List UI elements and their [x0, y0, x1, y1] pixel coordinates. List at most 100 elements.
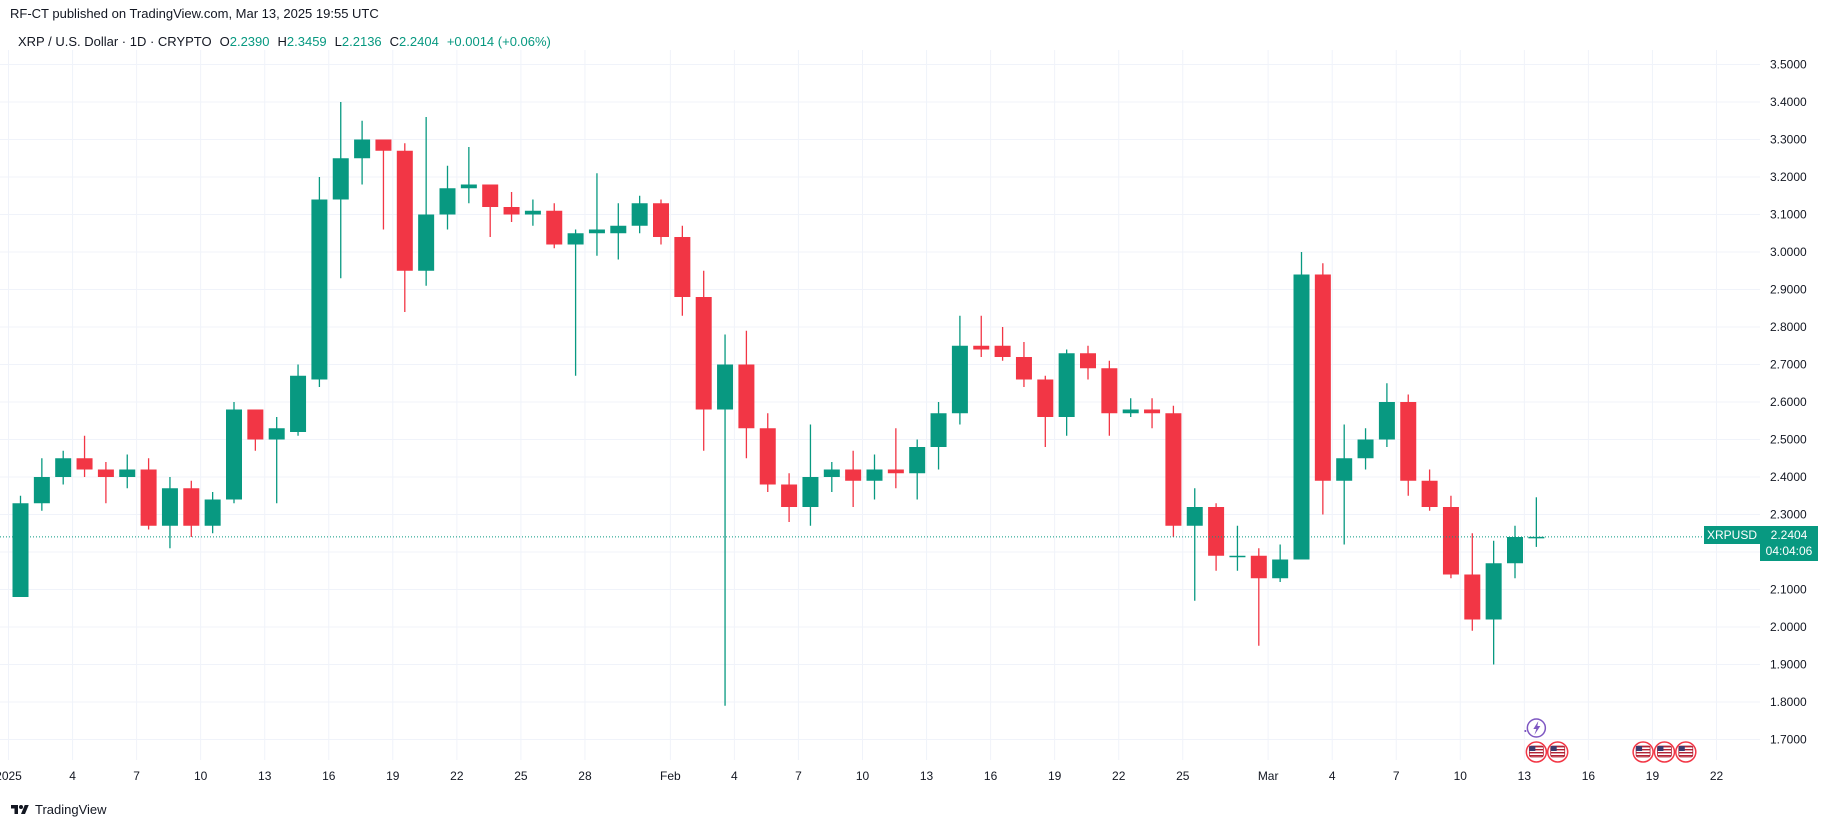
- candle: [695, 270, 712, 451]
- ticker-tag-bg: [1704, 526, 1760, 544]
- candle-body: [1378, 402, 1395, 440]
- y-tick-label: 2.7000: [1770, 358, 1807, 372]
- candle: [1058, 349, 1075, 436]
- y-tick-label: 3.2000: [1770, 170, 1807, 184]
- candle-body: [1336, 458, 1353, 481]
- open-label: O: [219, 34, 230, 49]
- candle-body: [674, 237, 691, 297]
- candle-body: [1400, 402, 1417, 481]
- candle: [1400, 394, 1417, 496]
- candle: [1421, 469, 1438, 511]
- candle-body: [119, 469, 136, 477]
- x-tick-label: 4: [731, 769, 738, 783]
- candle-body: [1208, 507, 1225, 556]
- published-caption: RF-CT published on TradingView.com, Mar …: [10, 6, 379, 21]
- candle: [653, 199, 669, 245]
- x-tick-label: 19: [1048, 769, 1062, 783]
- candle: [1314, 263, 1331, 515]
- high-value: 2.3459: [286, 34, 327, 49]
- tradingview-logo-icon: [11, 804, 29, 814]
- candle-body: [76, 458, 93, 470]
- candle-body: [375, 139, 392, 151]
- low-label: L: [334, 34, 342, 49]
- price-axis[interactable]: 3.5000 3.4000 3.3000 3.2000 3.1000 3.0000 2.90…: [1770, 58, 1807, 747]
- candle: [887, 428, 904, 489]
- tradingview-brand[interactable]: TradingView: [10, 802, 107, 817]
- ticker-tag: XRPUSD: [1707, 528, 1757, 542]
- us-flag-event-icon[interactable]: [1653, 741, 1676, 763]
- candle: [1250, 548, 1267, 646]
- x-tick-label: 13: [258, 769, 272, 783]
- x-tick-label: 2025: [0, 769, 22, 783]
- candle: [823, 462, 840, 492]
- time-axis[interactable]: 2025 4 7 10 13 16 19 22 25 28 Feb 4 7 10 13 16 19 22 25 Mar…: [0, 769, 1723, 783]
- symbol-title[interactable]: XRP / U.S. Dollar · 1D · CRYPTO: [18, 34, 212, 49]
- x-tick-label: 7: [795, 769, 802, 783]
- candle: [951, 315, 968, 425]
- candle: [738, 330, 755, 459]
- candle-body: [823, 469, 840, 477]
- candle: [311, 177, 328, 387]
- y-tick-label: 3.1000: [1770, 208, 1807, 222]
- us-flag-event-icon[interactable]: [1525, 741, 1548, 763]
- x-tick-label: 22: [1710, 769, 1724, 783]
- x-tick-label: 16: [1582, 769, 1596, 783]
- candle: [418, 117, 435, 286]
- x-tick-label: 22: [1112, 769, 1126, 783]
- candle-body: [951, 345, 968, 414]
- candle-body: [653, 203, 669, 237]
- candle: [973, 315, 990, 357]
- x-tick-label: 25: [514, 769, 528, 783]
- candle: [12, 495, 29, 597]
- candle-body: [396, 150, 413, 271]
- x-tick-label: 19: [1646, 769, 1660, 783]
- candle-body: [1528, 536, 1545, 539]
- candle-body: [290, 375, 307, 432]
- candle: [503, 192, 520, 222]
- candle: [759, 413, 776, 492]
- y-tick-label: 2.8000: [1770, 320, 1807, 334]
- y-tick-label: 1.8000: [1770, 695, 1807, 709]
- us-flag-event-icon[interactable]: [1632, 741, 1654, 763]
- us-flag-event-icon[interactable]: [1546, 741, 1569, 763]
- candle: [1229, 525, 1246, 571]
- candle-body: [268, 428, 285, 440]
- candle: [994, 327, 1011, 361]
- candle-body: [1421, 480, 1438, 507]
- candle: [546, 203, 563, 249]
- countdown-label: 04:04:06: [1766, 544, 1813, 558]
- candle-body: [1122, 409, 1139, 414]
- low-value: 2.2136: [341, 34, 382, 49]
- candle: [1378, 383, 1395, 447]
- candle-body: [140, 469, 157, 526]
- x-tick-label: 7: [1393, 769, 1400, 783]
- x-tick-label: 7: [133, 769, 140, 783]
- us-flag-event-icon[interactable]: [1675, 741, 1697, 763]
- candle-body: [1080, 353, 1096, 369]
- candle: [1442, 495, 1459, 579]
- y-tick-label: 2.1000: [1770, 583, 1807, 597]
- candle-body: [1101, 368, 1118, 414]
- candle: [460, 147, 477, 204]
- candle: [354, 120, 371, 185]
- candle: [1464, 533, 1481, 631]
- x-tick-label: 19: [386, 769, 400, 783]
- candle: [247, 409, 264, 451]
- candle-body: [994, 345, 1011, 357]
- candle-body: [12, 503, 29, 597]
- x-tick-label: 4: [69, 769, 76, 783]
- candle-body: [781, 484, 798, 507]
- x-tick-label: 10: [194, 769, 208, 783]
- candle: [802, 424, 819, 526]
- x-tick-label: Feb: [660, 769, 681, 783]
- candle-body: [567, 233, 584, 245]
- candle-body: [1186, 507, 1203, 526]
- candle-body: [1464, 574, 1481, 620]
- flash-event-icon[interactable]: [1524, 718, 1547, 738]
- candle-body: [311, 199, 328, 380]
- y-tick-label: 1.7000: [1770, 733, 1807, 747]
- candle: [332, 102, 349, 279]
- candle: [439, 165, 456, 230]
- y-tick-label: 3.4000: [1770, 95, 1807, 109]
